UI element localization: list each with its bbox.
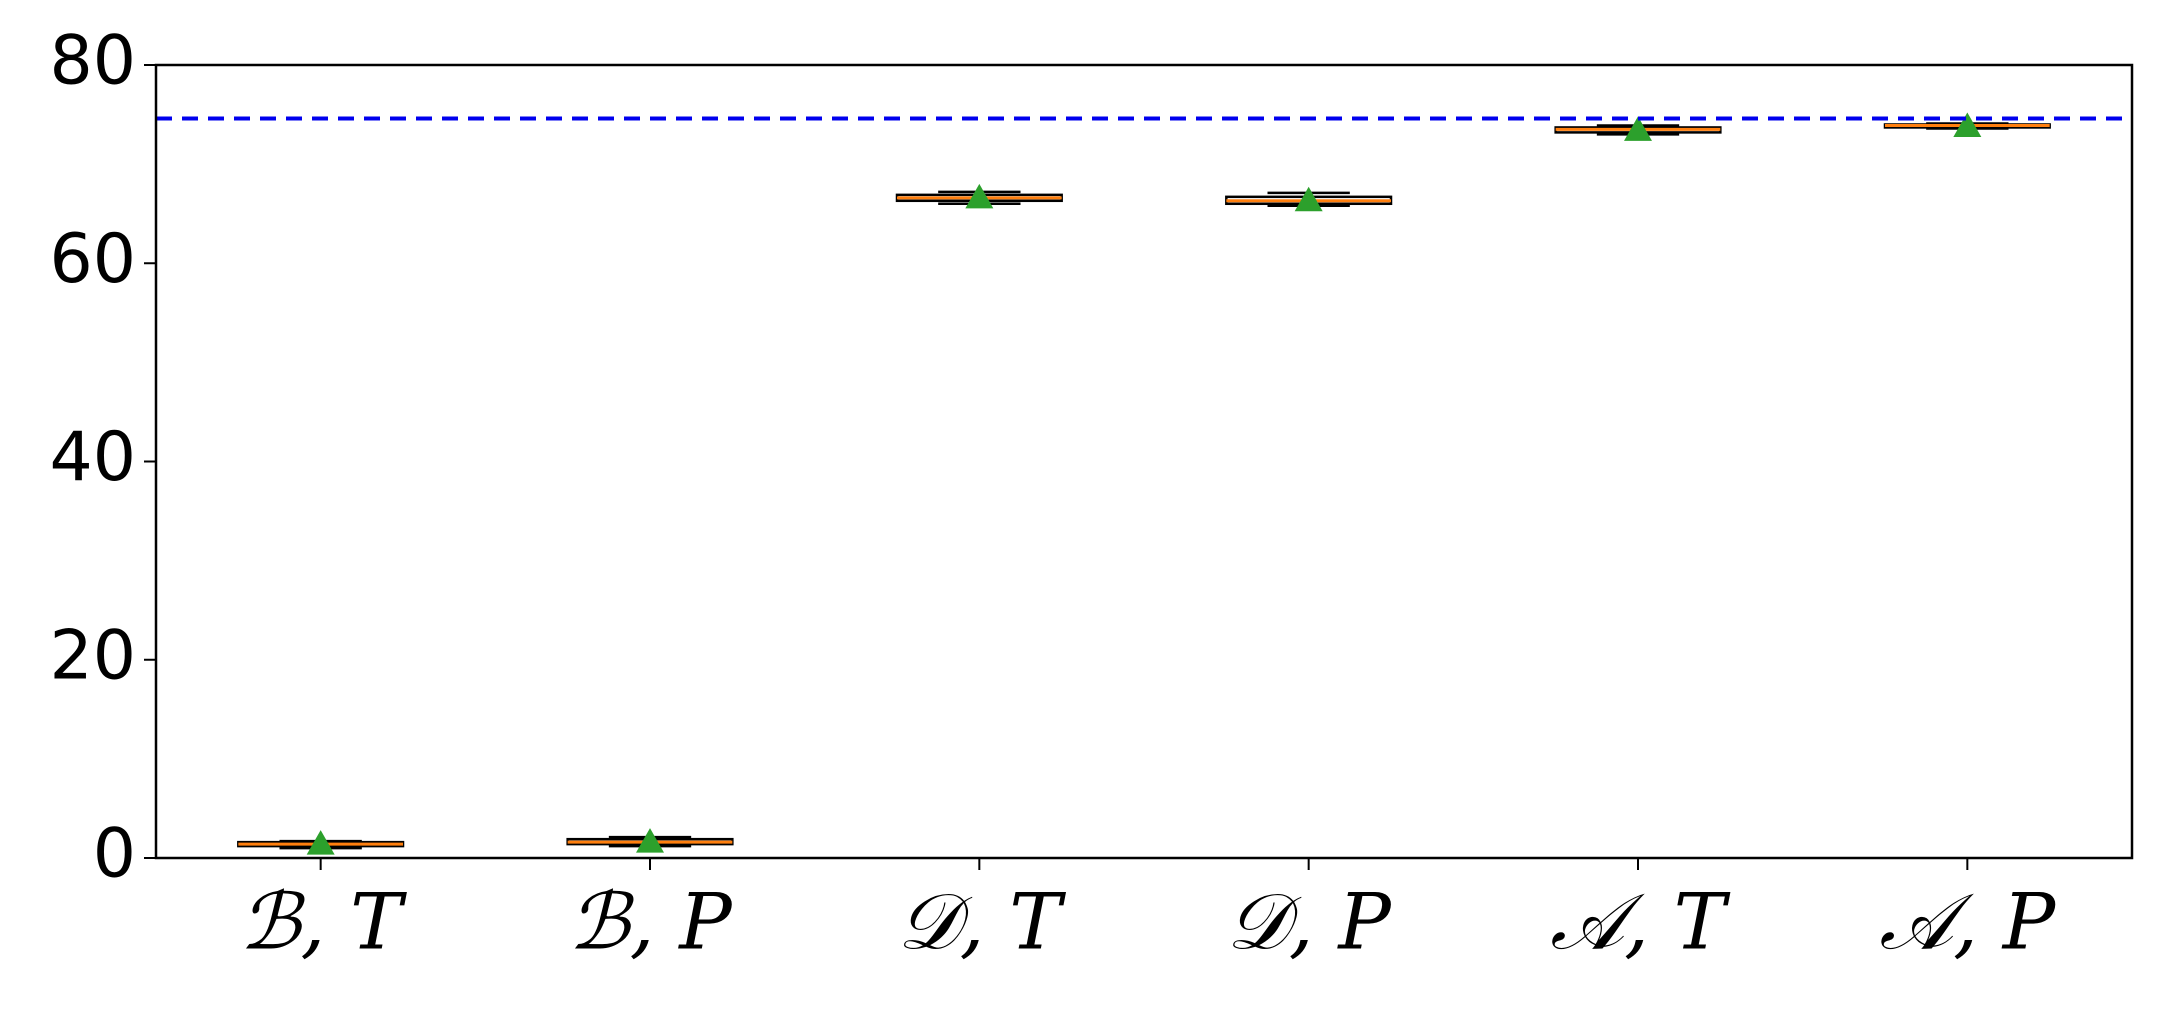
x-tick-label: 𝒜, P: [1879, 878, 2056, 968]
x-tick-label: ℬ, T: [239, 878, 407, 968]
mean-marker: [965, 183, 994, 209]
mean-marker: [1294, 186, 1323, 212]
mean-marker: [1953, 112, 1982, 137]
x-tick-label: 𝒟, T: [897, 878, 1066, 968]
plot-frame: [154, 63, 2134, 860]
y-tick-label: 40: [49, 418, 136, 497]
x-tick-label: 𝒜, T: [1550, 878, 1730, 968]
y-tick-label: 60: [49, 220, 136, 299]
mean-marker: [636, 828, 664, 853]
mean-marker: [306, 830, 335, 855]
y-tick-label: 20: [49, 616, 136, 695]
y-tick-label: 80: [49, 22, 136, 101]
y-tick-label: 0: [93, 815, 136, 894]
x-tick-label: ℬ, P: [568, 878, 733, 968]
x-tick-label: 𝒟, P: [1227, 878, 1393, 968]
mean-marker: [1624, 116, 1652, 141]
